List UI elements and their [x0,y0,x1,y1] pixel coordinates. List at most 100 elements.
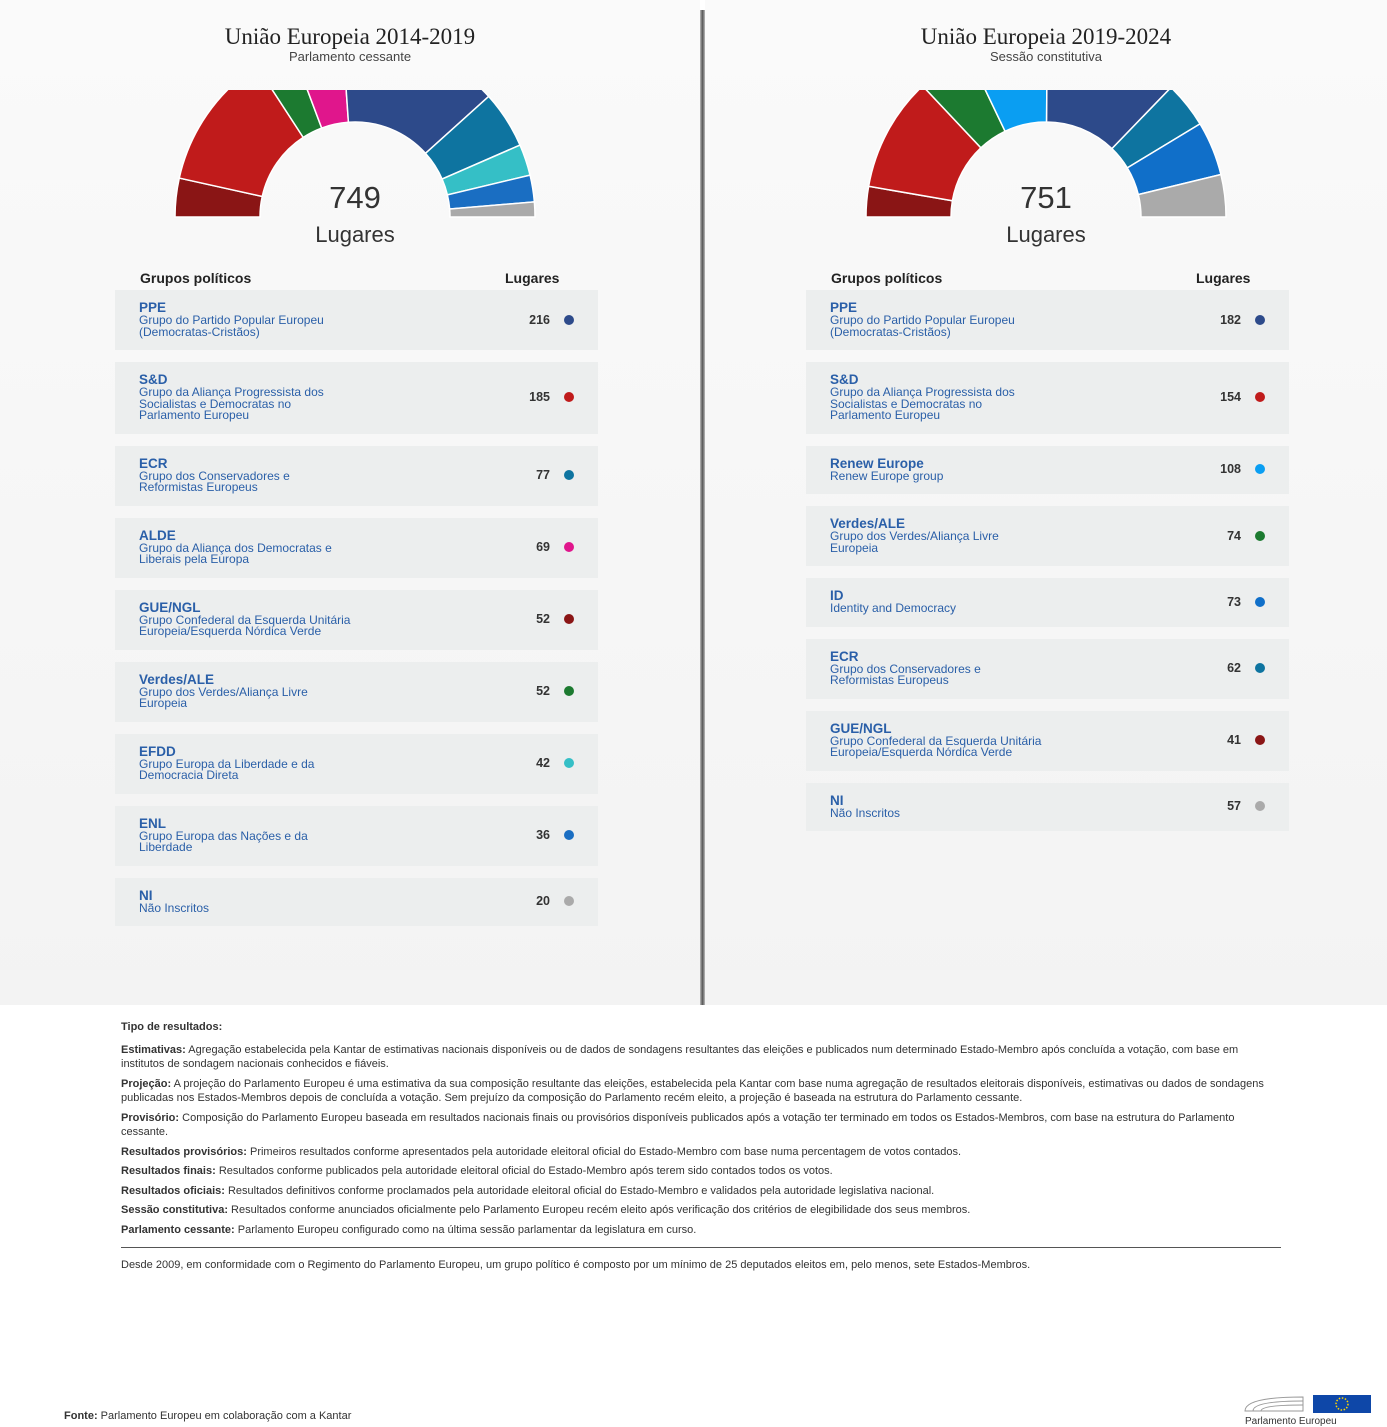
table-header: Grupos políticos [831,270,943,286]
seat-count: 52 [536,684,550,698]
group-info: EFDD Grupo Europa da Liberdade e da Democ… [139,744,354,782]
group-name: Grupo da Aliança Progressista dos Social… [830,385,1015,422]
seat-count: 42 [536,756,550,770]
group-name: Grupo do Partido Popular Europeu (Democr… [830,313,1015,339]
seat-count: 36 [536,828,550,842]
group-info: ECR Grupo dos Conservadores e Reformistas… [139,455,354,494]
color-dot [1255,464,1265,475]
seats: 185 [529,390,574,404]
group-row: ECR Grupo dos Conservadores e Reformistas… [806,638,1289,699]
group-table: PPE Grupo do Partido Popular Europeu (Dem… [806,290,1289,843]
seat-count: 52 [536,612,550,626]
color-dot [564,470,574,480]
group-row: PPE Grupo do Partido Popular Europeu (Dem… [806,290,1289,350]
color-dot [1255,735,1265,745]
group-row: PPE Grupo do Partido Popular Europeu (Dem… [115,290,598,350]
panel: União Europeia 2019-2024 Sessão constitut… [705,0,1387,1005]
group-abbr: GUE/NGL [830,720,892,736]
group-row: S&D Grupo da Aliança Progressista dos Soc… [806,362,1289,434]
note: Estimativas: Agregação estabelecida pela… [121,1043,1281,1072]
group-name: Grupo dos Conservadores e Reformistas Eu… [139,468,290,494]
group-abbr: ECR [139,455,168,471]
footnote: Desde 2009, em conformidade com o Regime… [121,1259,1031,1271]
group-name: Grupo do Partido Popular Europeu (Democr… [139,313,324,339]
group-row: ECR Grupo dos Conservadores e Reformistas… [115,445,598,506]
color-dot [1255,596,1265,607]
seats: 216 [529,313,574,327]
group-info: PPE Grupo do Partido Popular Europeu (Dem… [139,301,354,338]
note-text: Resultados conforme anunciados oficialme… [231,1204,971,1216]
note: Projeção: A projeção do Parlamento Europ… [121,1077,1281,1106]
seat-count: 182 [1220,312,1241,327]
group-info: S&D Grupo da Aliança Progressista dos Soc… [830,373,1045,422]
seats: 52 [536,684,574,698]
note-term: Estimativas: [121,1043,186,1056]
color-dot [1255,530,1265,541]
seats: 154 [1220,390,1265,404]
seat-count: 216 [529,312,550,327]
group-row: Renew Europe Renew Europe group 108 [806,445,1289,494]
note-text: Resultados definitivos conforme proclama… [227,1184,935,1197]
color-dot [564,686,574,696]
color-dot [1255,392,1265,403]
seat-count: 57 [1227,799,1241,814]
seats: 74 [1227,529,1265,543]
seat-count: 69 [536,540,550,554]
hemicycle: 749 Lugares [174,90,536,247]
note-text: Composição do Parlamento Europeu baseada… [121,1111,1235,1139]
color-dot [1255,314,1265,325]
seats: 42 [536,756,574,770]
note: Sessão constitutiva: Resultados conforme… [121,1203,1281,1218]
group-info: ENL Grupo Europa das Nações e da Liberdad… [139,815,354,854]
group-info: Renew Europe Renew Europe group [830,456,943,483]
color-dot [564,314,574,325]
hemicycle-segment [448,201,536,218]
group-abbr: ID [830,588,844,603]
note-text: Primeiros resultados conforme apresentad… [249,1145,962,1158]
source-label: Fonte: [64,1410,98,1422]
group-row: Verdes/ALE Grupo dos Verdes/Aliança Livre… [115,661,598,722]
group-info: ECR Grupo dos Conservadores e Reformistas… [830,649,1045,687]
color-dot [564,758,574,768]
group-row: GUE/NGL Grupo Confederal da Esquerda Unit… [115,589,598,650]
group-name: Grupo Europa das Nações e da Liberdade [139,828,308,854]
logo: Parlamento Europeu [1243,1395,1373,1427]
chart-subtitle: Sessão constitutiva [989,49,1102,64]
group-info: NI Não Inscritos [139,888,209,915]
group-info: Verdes/ALE Grupo dos Verdes/Aliança Livre… [139,672,354,710]
table-header: Lugares [505,270,560,286]
group-row: ENL Grupo Europa das Nações e da Liberdad… [115,805,598,866]
note-text: A projeção do Parlamento Europeu é uma e… [121,1077,1264,1105]
group-abbr: NI [830,792,844,808]
color-dot [1255,801,1265,812]
note: Parlamento cessante: Parlamento Europeu … [121,1223,1281,1238]
color-dot [564,614,574,624]
hemicycle-segment [867,90,982,202]
seats: 69 [536,540,574,554]
group-abbr: ENL [139,815,166,831]
total: 749 [329,180,381,215]
seat-count: 108 [1220,462,1241,477]
seats: 73 [1227,595,1265,609]
table-header: Lugares [1196,270,1251,286]
seats: 182 [1220,313,1265,327]
chart-title: União Europeia 2014-2019 [224,24,476,49]
seats: 77 [536,468,574,482]
group-row: S&D Grupo da Aliança Progressista dos Soc… [115,362,598,434]
hemicycle-segment [178,90,305,198]
group-info: ID Identity and Democracy [830,589,956,615]
seat-count: 154 [1220,390,1241,405]
note-term: Resultados finais: [121,1165,216,1177]
total-label: Lugares [315,222,395,247]
note-term: Resultados provisórios: [121,1145,247,1158]
note-text: Resultados conforme publicados pela auto… [218,1165,833,1177]
seat-count: 41 [1227,733,1241,747]
seat-count: 77 [536,468,550,482]
group-abbr: S&D [139,372,168,387]
total-label: Lugares [1006,222,1086,247]
color-dot [564,542,574,552]
color-dot [564,896,574,907]
source-text: Parlamento Europeu em colaboração com a … [100,1410,352,1422]
hemicycle-segment [1137,173,1227,218]
source: Fonte: Parlamento Europeu em colaboração… [64,1410,351,1422]
